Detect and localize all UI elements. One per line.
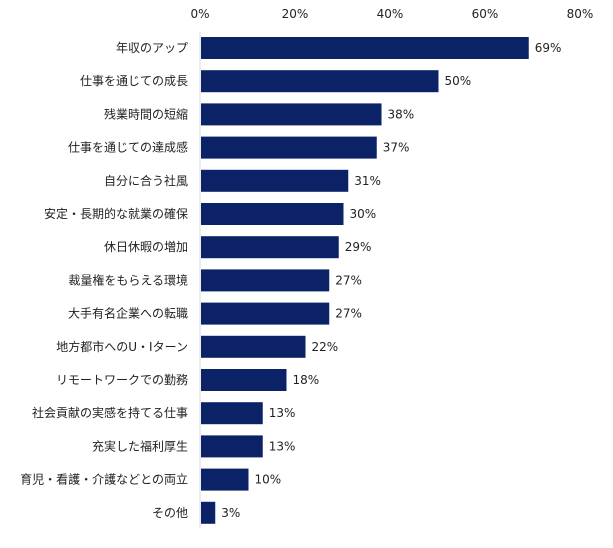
bar (201, 501, 216, 524)
bar (201, 435, 263, 458)
bar (201, 103, 382, 126)
category-label: 仕事を通じての成長 (80, 74, 188, 88)
category-label: 地方都市へのU・Iターン (56, 339, 188, 354)
value-label: 10% (255, 473, 282, 487)
value-label: 13% (269, 406, 296, 420)
category-label: 安定・長期的な就業の確保 (44, 206, 188, 221)
value-label: 37% (383, 141, 410, 155)
bar (201, 468, 249, 491)
category-label: 自分に合う社風 (104, 173, 188, 188)
bar (201, 269, 330, 292)
category-label: 育児・看護・介護などとの両立 (20, 472, 188, 487)
value-label: 29% (345, 240, 372, 254)
category-label: 仕事を通じての達成感 (68, 140, 188, 155)
bar (201, 302, 330, 325)
value-label: 27% (335, 273, 362, 287)
value-label: 13% (269, 439, 296, 453)
x-tick-label: 80% (567, 7, 594, 21)
value-label: 27% (335, 307, 362, 321)
bar (201, 203, 344, 225)
value-label: 38% (388, 107, 415, 121)
value-label: 18% (293, 373, 320, 387)
category-label: その他 (152, 506, 188, 520)
bar (201, 70, 439, 93)
value-label: 22% (312, 340, 339, 354)
x-tick-label: 20% (282, 7, 309, 21)
bar (201, 369, 287, 391)
value-label: 69% (535, 41, 562, 55)
bar (201, 136, 377, 159)
x-tick-label: 60% (472, 7, 499, 21)
category-label: 社会貢献の実感を持てる仕事 (32, 405, 188, 420)
value-label: 50% (445, 74, 472, 88)
bar (201, 402, 263, 425)
bar (201, 236, 339, 259)
category-label: 年収のアップ (116, 41, 188, 55)
bar (201, 169, 349, 192)
category-label: リモートワークでの勤務 (56, 373, 188, 387)
value-label: 31% (354, 174, 381, 188)
bar (201, 37, 529, 59)
category-label: 大手有名企業への転職 (68, 306, 188, 321)
category-label: 裁量権をもらえる環境 (68, 272, 188, 287)
value-label: 30% (350, 207, 377, 221)
x-tick-label: 40% (377, 7, 404, 21)
value-label: 3% (221, 506, 240, 520)
bar (201, 335, 306, 358)
category-label: 充実した福利厚生 (92, 438, 188, 453)
category-label: 休日休暇の増加 (104, 240, 188, 254)
category-label: 残業時間の短縮 (104, 106, 188, 121)
x-tick-label: 0% (190, 7, 209, 21)
